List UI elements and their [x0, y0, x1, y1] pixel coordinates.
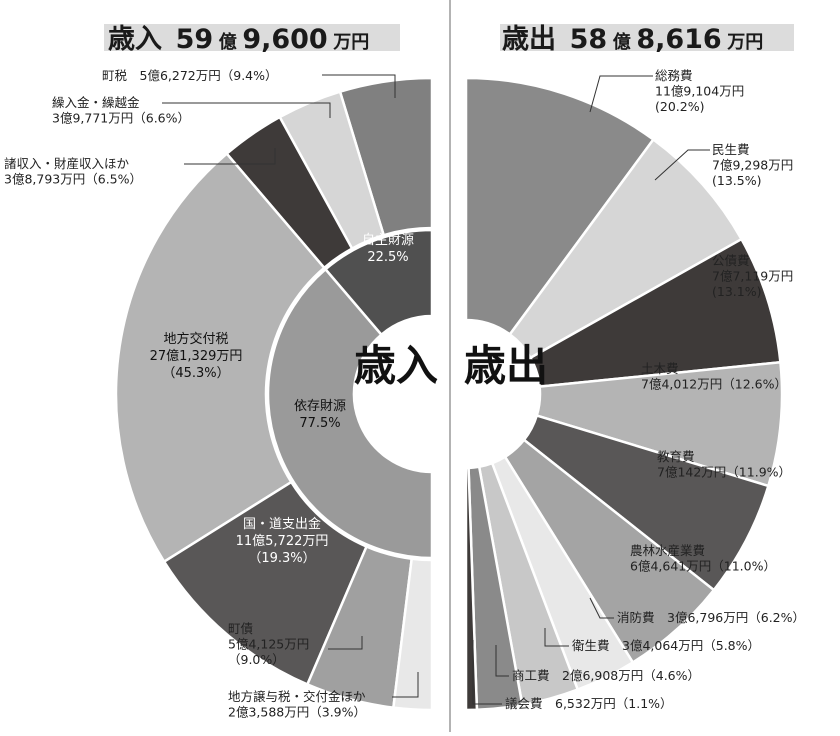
expenditure-leader-1 [654, 149, 710, 181]
revenue-inner-label-0-line: 22.5% [367, 250, 408, 265]
revenue-inner-label-0: 自主財源 22.5% [362, 233, 414, 265]
revenue-inner-label-1: 依存財源 77.5% [294, 399, 346, 431]
expenditure-label-5-line: 6億4,641万円（11.0%） [630, 559, 776, 574]
revenue-title-num1: 59 [176, 24, 214, 55]
expenditure-label-2-line: (13.1%) [712, 284, 761, 299]
revenue-title-num2: 9,600 [242, 24, 327, 55]
revenue-outer-label-3: 地方交付税 27億1,329万円 （45.3%） [150, 331, 243, 381]
revenue-outer-ring [114, 76, 434, 712]
revenue-title-unit2: 万円 [332, 32, 369, 53]
revenue-outer-leader-6 [392, 672, 419, 698]
revenue-title: 歳入 59 億 9,600 万円 [108, 24, 369, 55]
expenditure-label-2-line: 7億7,119万円 [712, 269, 793, 284]
revenue-outer-label-0: 町税 5億6,272万円（9.4%） [102, 68, 278, 83]
expenditure-label-6-line: 消防費 3億6,796万円（6.2%） [617, 610, 805, 625]
expenditure-label-5-line: 農林水産業費 [630, 543, 705, 558]
expenditure-center-label: 歳出 [464, 341, 548, 390]
expenditure-leader-6 [589, 597, 614, 619]
revenue-outer-label-1: 繰入金・繰越金 3億9,771万円（6.6%） [52, 95, 190, 126]
expenditure-title-prefix: 歳出 [502, 24, 556, 55]
expenditure-slice-1 [508, 137, 744, 360]
expenditure-slice-9 [464, 466, 479, 712]
revenue-outer-label-4-line: 国・道支出金 [243, 516, 321, 532]
revenue-outer-label-6-line: 2億3,588万円（3.9%） [228, 705, 366, 720]
expenditure-leader-9 [472, 640, 502, 705]
revenue-outer-leader-0 [322, 74, 396, 98]
expenditure-label-9: 議会費 6,532万円（1.1%） [505, 696, 673, 711]
expenditure-title-num1: 58 [570, 24, 608, 55]
revenue-outer-leader-5 [328, 636, 363, 650]
expenditure-leader-7 [544, 628, 569, 647]
expenditure-label-4: 教育費 7億142万円（11.9%） [657, 449, 791, 480]
revenue-outer-label-5-line: （9.0%） [228, 652, 285, 667]
revenue-outer-leader-1 [162, 102, 331, 118]
revenue-outer-leader-2 [184, 148, 276, 165]
expenditure-label-5: 農林水産業費 6億4,641万円（11.0%） [630, 543, 776, 574]
expenditure-label-4-line: 教育費 [657, 449, 695, 464]
revenue-outer-label-5-line: 5億4,125万円 [228, 637, 309, 652]
revenue-title-unit1: 億 [219, 31, 237, 53]
revenue-outer-label-3-line: （45.3%） [162, 366, 229, 381]
expenditure-label-0: 総務費 11億9,104万円(20.2%) [655, 68, 744, 114]
revenue-inner-label-1-line: 依存財源 [294, 399, 346, 414]
revenue-outer-label-5-line: 町債 [228, 621, 253, 636]
expenditure-label-7-line: 衛生費 3億4,064万円（5.8%） [572, 638, 760, 653]
expenditure-label-8-line: 商工費 2億6,908万円（4.6%） [512, 668, 700, 683]
revenue-outer-label-6-line: 地方譲与税・交付金ほか [228, 689, 366, 704]
expenditure-title-band [500, 24, 794, 51]
expenditure-label-1-line: 7億9,298万円 [712, 158, 793, 173]
expenditure-label-3: 土木費 7億4,012万円（12.6%） [641, 361, 787, 392]
expenditure-label-4-line: 7億142万円（11.9%） [657, 465, 791, 480]
expenditure-label-0-line: (20.2%) [655, 99, 704, 114]
expenditure-label-2: 公債費 7億7,119万円(13.1%) [712, 253, 793, 299]
expenditure-label-8: 商工費 2億6,908万円（4.6%） [512, 668, 700, 683]
revenue-outer-slice-3 [114, 151, 326, 564]
expenditure-label-7: 衛生費 3億4,064万円（5.8%） [572, 638, 760, 653]
revenue-inner-label-0-line: 自主財源 [362, 233, 414, 248]
expenditure-leader-0 [589, 75, 653, 113]
revenue-inner-label-1-line: 77.5% [299, 416, 340, 431]
expenditure-label-3-line: 土木費 [641, 361, 679, 376]
expenditure-label-1-line: (13.5%) [712, 173, 761, 188]
revenue-outer-label-5: 町債 5億4,125万円（9.0%） [228, 621, 309, 667]
revenue-outer-label-1-line: 3億9,771万円（6.6%） [52, 111, 190, 126]
expenditure-label-2-line: 公債費 [712, 253, 750, 268]
expenditure-pie [464, 76, 784, 712]
revenue-outer-label-2: 諸収入・財産収入ほか 3億8,793万円（6.5%） [4, 156, 142, 187]
revenue-outer-label-3-line: 地方交付税 [163, 331, 228, 347]
expenditure-label-0-line: 総務費 [655, 68, 693, 83]
revenue-title-band [104, 24, 400, 51]
expenditure-title: 歳出 58 億 8,616 万円 [502, 24, 763, 55]
revenue-outer-label-2-line: 諸収入・財産収入ほか [4, 156, 130, 171]
slice-labels: 自主財源 22.5% 依存財源 77.5% 町税 5億6,272万円（9.4%） 繰入金・… [4, 68, 805, 720]
expenditure-slice-0 [464, 76, 656, 337]
expenditure-title-unit1: 億 [613, 31, 631, 53]
revenue-outer-label-6: 地方譲与税・交付金ほか 2億3,588万円（3.9%） [228, 689, 366, 720]
revenue-title-prefix: 歳入 [108, 24, 162, 55]
revenue-inner-ring [266, 228, 434, 560]
expenditure-label-1: 民生費 7億9,298万円(13.5%) [712, 142, 793, 188]
revenue-outer-label-4: 国・道支出金 11億5,722万円 （19.3%） [236, 516, 329, 566]
revenue-outer-label-2-line: 3億8,793万円（6.5%） [4, 172, 142, 187]
revenue-outer-label-3-line: 27億1,329万円 [150, 348, 243, 364]
revenue-inner-slice-1 [266, 267, 434, 560]
expenditure-label-3-line: 7億4,012万円（12.6%） [641, 377, 787, 392]
revenue-outer-slice-6 [391, 557, 434, 712]
expenditure-leader-8 [495, 645, 509, 677]
expenditure-title-unit2: 万円 [726, 32, 763, 53]
revenue-outer-label-4-line: 11億5,722万円 [236, 533, 329, 549]
expenditure-label-1-line: 民生費 [712, 142, 750, 157]
revenue-outer-label-4-line: （19.3%） [248, 551, 315, 566]
revenue-outer-label-1-line: 繰入金・繰越金 [52, 95, 140, 110]
revenue-outer-label-0-line: 町税 5億6,272万円（9.4%） [102, 68, 278, 83]
expenditure-title-num2: 8,616 [636, 24, 721, 55]
expenditure-label-9-line: 議会費 6,532万円（1.1%） [505, 696, 673, 711]
revenue-center-label: 歳入 [354, 341, 438, 390]
expenditure-label-0-line: 11億9,104万円 [655, 84, 744, 99]
expenditure-label-6: 消防費 3億6,796万円（6.2%） [617, 610, 805, 625]
